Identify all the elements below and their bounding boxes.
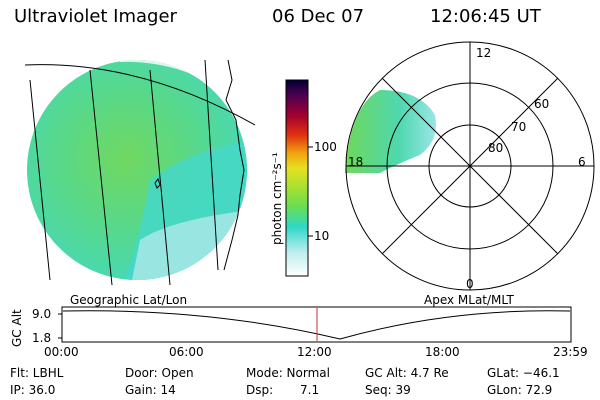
location-marker-icon (154, 177, 161, 189)
info-dsp-value: 7.1 (300, 383, 320, 397)
mlat-label-60: 60 (534, 97, 550, 111)
mlat-label-80: 80 (488, 141, 504, 155)
info-glat: GLat: −46.1 (487, 366, 560, 380)
mlt-label-0: 0 (466, 277, 474, 291)
timeline-ytick-high: 9.0 (32, 307, 52, 321)
apex-polar-plot (345, 41, 595, 291)
timeline-ytick-low: 1.8 (32, 331, 52, 345)
timeline-xtick-1200: 12:00 (297, 345, 332, 359)
date-label: 06 Dec 07 (272, 6, 365, 27)
colorbar (285, 79, 309, 277)
info-ip: IP: 36.0 (10, 383, 56, 397)
info-door: Door: Open (125, 366, 194, 380)
mlt-label-6: 6 (578, 155, 586, 169)
info-mode: Mode: Normal (246, 366, 330, 380)
timeline-xtick-2359: 23:59 (553, 345, 588, 359)
geo-panel-label: Geographic Lat/Lon (70, 293, 188, 307)
timeline-xtick-0600: 06:00 (169, 345, 204, 359)
altitude-curve (62, 310, 571, 340)
colorbar-unit-label: photon cm⁻²s⁻¹ (270, 152, 284, 245)
info-glon: GLon: 72.9 (487, 383, 553, 397)
coastline (223, 59, 245, 271)
auroral-oval (345, 90, 436, 173)
mlat-label-70: 70 (511, 120, 527, 134)
time-label: 12:06:45 UT (430, 6, 541, 27)
mlt-label-18: 18 (348, 155, 364, 169)
timeline-xtick-0000: 00:00 (44, 345, 79, 359)
timeline-xtick-1800: 18:00 (425, 345, 460, 359)
info-seq: Seq: 39 (365, 383, 411, 397)
geo-grid-lines (24, 59, 256, 286)
info-gc-alt: GC Alt: 4.7 Re (365, 366, 449, 380)
colorbar-label-100: 100 (314, 140, 337, 154)
timeline-ylabel: GC Alt (10, 309, 24, 347)
info-dsp-label: Dsp: (246, 383, 274, 397)
instrument-title: Ultraviolet Imager (14, 6, 177, 27)
mlt-label-12: 12 (476, 46, 492, 60)
geographic-image (27, 60, 247, 280)
timeline-frame (61, 306, 572, 343)
info-flt: Flt: LBHL (10, 366, 64, 380)
apex-panel-label: Apex MLat/MLT (424, 293, 514, 307)
colorbar-label-10: 10 (314, 229, 330, 243)
info-gain: Gain: 14 (125, 383, 176, 397)
